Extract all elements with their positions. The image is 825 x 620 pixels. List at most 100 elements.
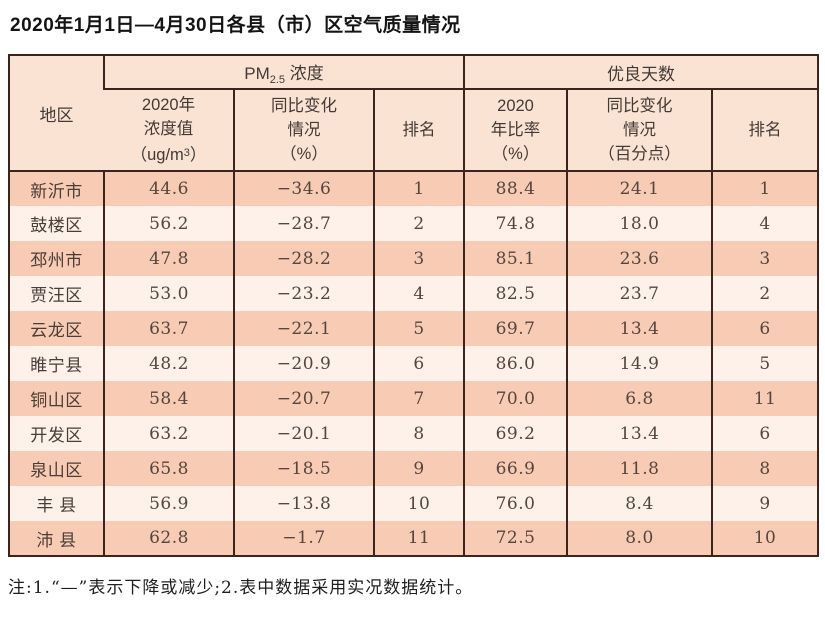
cell-region: 云龙区 [9,311,104,346]
cell-good-rank: 2 [711,276,819,311]
cell-pm-change: −1.7 [233,521,374,556]
cell-pm-rank: 5 [372,311,465,346]
cell-good-change: 23.6 [566,241,713,276]
header-pm-value: 2020年 浓度值 （ug/m3） [104,89,234,172]
cell-good-change: 13.4 [566,416,713,451]
cell-region: 鼓楼区 [9,206,104,241]
table-row: 新沂市 44.6 −34.6 1 88.4 24.1 1 [9,171,819,206]
table-row: 睢宁县 48.2 −20.9 6 86.0 14.9 5 [9,346,819,381]
cell-pm-rank: 3 [372,241,465,276]
cell-pm-change: −13.8 [233,486,374,521]
cell-pm-value: 44.6 [103,171,234,206]
cell-good-rank: 11 [711,381,819,416]
cell-pm-rank: 8 [372,416,465,451]
cell-good-rate: 88.4 [463,171,568,206]
cell-good-change: 8.4 [566,486,713,521]
table-row: 鼓楼区 56.2 −28.7 2 74.8 18.0 4 [9,206,819,241]
header-pm-unit-close: ） [189,146,207,164]
cell-good-rate: 86.0 [463,346,568,381]
cell-pm-change: −20.7 [233,381,374,416]
cell-pm-value: 48.2 [103,346,234,381]
cell-region: 铜山区 [9,381,104,416]
header-good-change: 同比变化 情况 （百分点） [566,89,713,172]
cell-good-rank: 4 [711,206,819,241]
header-group-pm25: PM2.5 浓度 [102,55,465,90]
header-group-good-days: 优良天数 [463,55,819,90]
table-row: 沛 县 62.8 −1.7 11 72.5 8.0 10 [9,521,819,556]
cell-pm-change: −34.6 [233,171,374,206]
cell-pm-change: −28.2 [233,241,374,276]
cell-good-rate: 66.9 [463,451,568,486]
table-row: 铜山区 58.4 −20.7 7 70.0 6.8 11 [9,381,819,416]
header-pm-unit-cube: 3 [183,147,190,159]
page-title: 2020年1月1日—4月30日各县（市）区空气质量情况 [10,15,461,36]
cell-pm-change: −28.7 [233,206,374,241]
cell-region: 沛 县 [9,521,104,556]
cell-good-rate: 72.5 [463,521,568,556]
header-sub-row: 2020年 浓度值 （ug/m3） 同比变化 情况 （%） 排名 2020 年比率… [9,89,819,172]
footnote: 注:1.“—”表示下降或减少;2.表中数据采用实况数据统计。 [8,578,474,598]
cell-good-rank: 10 [711,521,819,556]
cell-pm-change: −22.1 [233,311,374,346]
cell-good-rank: 3 [711,241,819,276]
cell-region: 丰 县 [9,486,104,521]
cell-pm-change: −23.2 [233,276,374,311]
cell-good-change: 14.9 [566,346,713,381]
cell-good-rank: 1 [711,171,819,206]
header-pm-change: 同比变化 情况 （%） [233,89,374,172]
cell-good-change: 18.0 [566,206,713,241]
cell-good-rate: 76.0 [463,486,568,521]
cell-pm-value: 63.2 [103,416,234,451]
cell-pm-rank: 11 [372,521,465,556]
cell-good-change: 24.1 [566,171,713,206]
cell-region: 贾汪区 [9,276,104,311]
cell-good-rate: 82.5 [463,276,568,311]
cell-good-rank: 9 [711,486,819,521]
cell-good-change: 13.4 [566,311,713,346]
header-pm-unit-open: （ug/m [130,146,184,164]
cell-good-rank: 6 [711,416,819,451]
cell-good-change: 23.7 [566,276,713,311]
cell-pm-value: 56.9 [103,486,234,521]
cell-good-rate: 74.8 [463,206,568,241]
cell-pm-value: 65.8 [103,451,234,486]
header-pm-value-lines: 2020年 浓度值 [141,96,196,138]
pm25-subscript: 2.5 [269,73,286,86]
cell-pm-value: 62.8 [103,521,234,556]
pm25-label-prefix: PM [244,63,270,83]
cell-good-change: 8.0 [566,521,713,556]
cell-pm-value: 58.4 [103,381,234,416]
cell-pm-rank: 10 [372,486,465,521]
cell-pm-value: 63.7 [103,311,234,346]
cell-region: 新沂市 [9,171,104,206]
cell-good-change: 11.8 [566,451,713,486]
cell-region: 睢宁县 [9,346,104,381]
cell-pm-value: 53.0 [103,276,234,311]
table-row: 邳州市 47.8 −28.2 3 85.1 23.6 3 [9,241,819,276]
cell-pm-rank: 6 [372,346,465,381]
header-good-rank: 排名 [711,89,819,172]
cell-good-rank: 5 [711,346,819,381]
cell-pm-change: −18.5 [233,451,374,486]
cell-good-rate: 69.7 [463,311,568,346]
table-row: 泉山区 65.8 −18.5 9 66.9 11.8 8 [9,451,819,486]
cell-pm-rank: 7 [372,381,465,416]
header-pm-rank: 排名 [372,89,465,172]
cell-good-rate: 85.1 [463,241,568,276]
cell-pm-rank: 9 [372,451,465,486]
air-quality-table: 地区 PM2.5 浓度 优良天数 2020年 浓度值 （ug/m3） 同比变化 情… [8,54,820,557]
cell-good-change: 6.8 [566,381,713,416]
cell-pm-rank: 2 [372,206,465,241]
cell-pm-change: −20.9 [233,346,374,381]
header-region: 地区 [9,55,104,172]
cell-region: 邳州市 [9,241,104,276]
header-group-row: 地区 PM2.5 浓度 优良天数 [9,55,819,172]
cell-pm-rank: 4 [372,276,465,311]
cell-good-rate: 70.0 [463,381,568,416]
cell-pm-change: −20.1 [233,416,374,451]
cell-pm-value: 56.2 [103,206,234,241]
cell-region: 泉山区 [9,451,104,486]
cell-pm-rank: 1 [372,171,465,206]
header-good-rate: 2020 年比率 （%） [463,89,568,172]
